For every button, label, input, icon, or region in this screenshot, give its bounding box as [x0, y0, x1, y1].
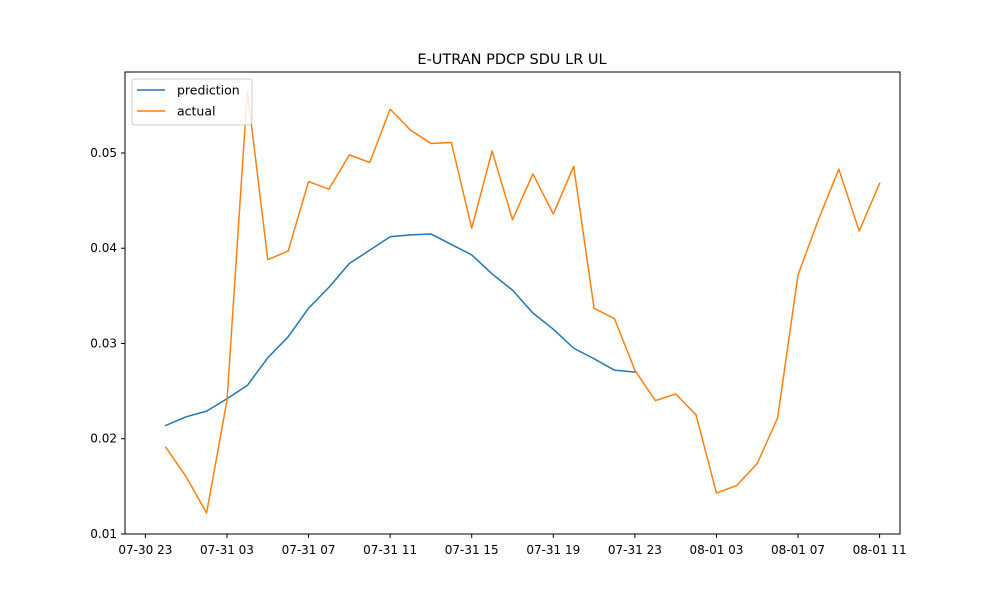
- y-tick-label: 0.01: [90, 527, 117, 541]
- chart-title: E-UTRAN PDCP SDU LR UL: [417, 52, 606, 68]
- series-line-actual: [164, 90, 881, 514]
- x-axis: 07-30 23 07-31 03 07-31 07 07-31 11 07-31 15…: [118, 534, 907, 557]
- y-tick-label: 0.05: [90, 146, 117, 160]
- y-tick-label: 0.02: [90, 432, 117, 446]
- x-tick-label: 07-30 23: [118, 543, 172, 557]
- x-tick-label: 08-01 07: [771, 543, 825, 557]
- y-axis: 0.01 0.02 0.03 0.04 0.05: [90, 146, 125, 541]
- x-tick-label: 07-31 23: [608, 543, 662, 557]
- x-tick-label: 07-31 07: [282, 543, 336, 557]
- legend-label-actual: actual: [177, 104, 216, 119]
- x-tick-label: 07-31 19: [526, 543, 580, 557]
- y-tick-label: 0.03: [90, 336, 117, 350]
- x-tick-label: 07-31 11: [363, 543, 417, 557]
- x-tick-label: 07-31 15: [445, 543, 499, 557]
- series-line-prediction: [164, 233, 636, 427]
- plot-frame: [124, 71, 901, 535]
- plot-area: [125, 72, 900, 534]
- x-tick-label: 07-31 03: [200, 543, 254, 557]
- series-layer: [164, 90, 881, 514]
- y-tick-label: 0.04: [90, 241, 117, 255]
- legend: prediction actual: [131, 78, 253, 126]
- x-tick-label: 08-01 11: [853, 543, 907, 557]
- x-tick-label: 08-01 03: [689, 543, 743, 557]
- legend-label-prediction: prediction: [177, 83, 240, 98]
